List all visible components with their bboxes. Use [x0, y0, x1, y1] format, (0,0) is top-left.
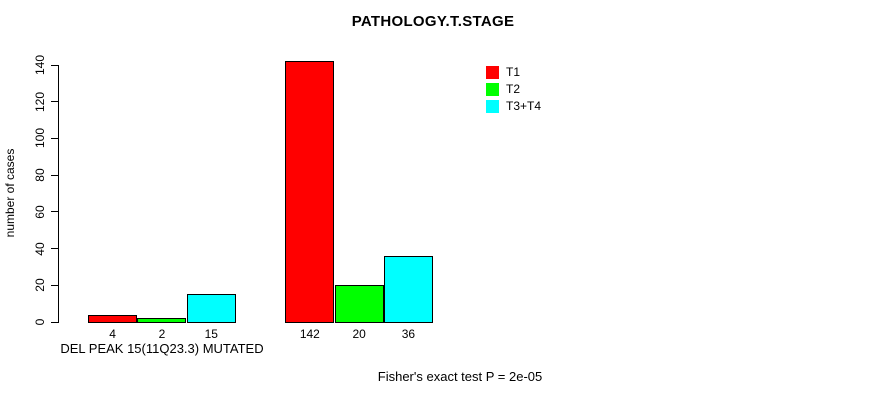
y-tick-label: 100 [33, 128, 47, 149]
y-tick-mark [51, 101, 58, 103]
legend-label: T2 [506, 82, 521, 96]
legend-swatch [486, 66, 499, 79]
y-tick-label: 60 [33, 205, 47, 219]
bar-value-label: 4 [109, 327, 116, 341]
bar-value-label: 15 [204, 327, 218, 341]
bar-T2 [137, 318, 186, 323]
y-tick-mark [51, 174, 58, 176]
y-tick-label: 40 [33, 241, 47, 256]
stat-test-label: Fisher's exact test P = 2e-05 [377, 369, 543, 384]
y-tick-label: 120 [33, 91, 47, 112]
y-tick-mark [51, 211, 58, 213]
y-tick-label: 0 [33, 318, 47, 326]
legend-swatch [486, 100, 499, 113]
y-tick-label: 20 [33, 278, 47, 292]
bar-value-label: 142 [299, 327, 320, 341]
y-tick-mark [51, 137, 58, 139]
bar-T3+T4 [384, 256, 433, 323]
bar-value-label: 2 [158, 327, 166, 341]
y-tick-mark [51, 64, 58, 66]
y-tick-label: 140 [33, 54, 47, 76]
y-tick-label: 80 [33, 168, 47, 182]
bar-T2 [335, 285, 384, 323]
chart-title: PATHOLOGY.T.STAGE [351, 13, 515, 30]
bar-T1 [88, 315, 137, 323]
y-tick-mark [51, 284, 58, 286]
y-tick-mark [51, 321, 58, 323]
bar-T3+T4 [187, 294, 236, 323]
y-axis-line [58, 65, 59, 323]
bar-value-label: 36 [401, 327, 416, 341]
x-axis-label: DEL PEAK 15(11Q23.3) MUTATED [60, 341, 264, 356]
legend-swatch [486, 83, 499, 96]
legend-label: T1 [506, 65, 521, 79]
bar-T1 [285, 61, 334, 323]
legend-label: T3+T4 [506, 99, 542, 113]
bar-value-label: 20 [352, 327, 366, 341]
y-tick-mark [51, 248, 58, 250]
y-axis-label: number of cases [3, 148, 17, 238]
